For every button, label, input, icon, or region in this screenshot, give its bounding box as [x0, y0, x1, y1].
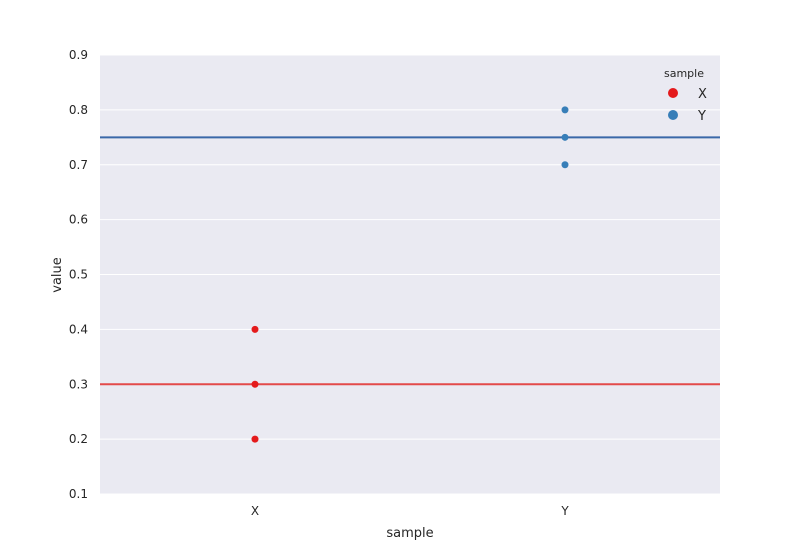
legend-marker-x [668, 88, 678, 98]
y-tick-label: 0.6 [69, 213, 88, 227]
data-point-x [251, 435, 259, 443]
data-point-x [251, 325, 259, 333]
data-point-x [251, 380, 259, 388]
y-tick-labels: 0.1 0.2 0.3 0.4 0.5 0.6 0.7 0.8 0.9 [69, 48, 88, 501]
data-point-y [561, 133, 569, 141]
mean-lines [100, 136, 720, 386]
y-tick-label: 0.1 [69, 487, 88, 501]
data-point-y [561, 106, 569, 114]
y-tick-label: 0.3 [69, 377, 88, 391]
y-tick-label: 0.8 [69, 103, 88, 117]
y-tick-label: 0.5 [69, 268, 88, 282]
legend-label-y: Y [697, 109, 706, 124]
x-tick-label: X [251, 504, 259, 518]
legend-marker-y [668, 110, 678, 120]
data-points [251, 106, 569, 443]
y-tick-label: 0.7 [69, 158, 88, 172]
y-tick-label: 0.9 [69, 48, 88, 62]
y-tick-label: 0.2 [69, 432, 88, 446]
legend-label-x: X [698, 87, 707, 102]
legend: sample XY [664, 67, 707, 124]
data-point-y [561, 161, 569, 169]
y-axis-label: value [50, 257, 65, 293]
x-axis-label: sample [386, 526, 433, 541]
legend-title: sample [664, 67, 704, 80]
y-tick-label: 0.4 [69, 322, 88, 336]
x-tick-label: Y [560, 504, 569, 518]
